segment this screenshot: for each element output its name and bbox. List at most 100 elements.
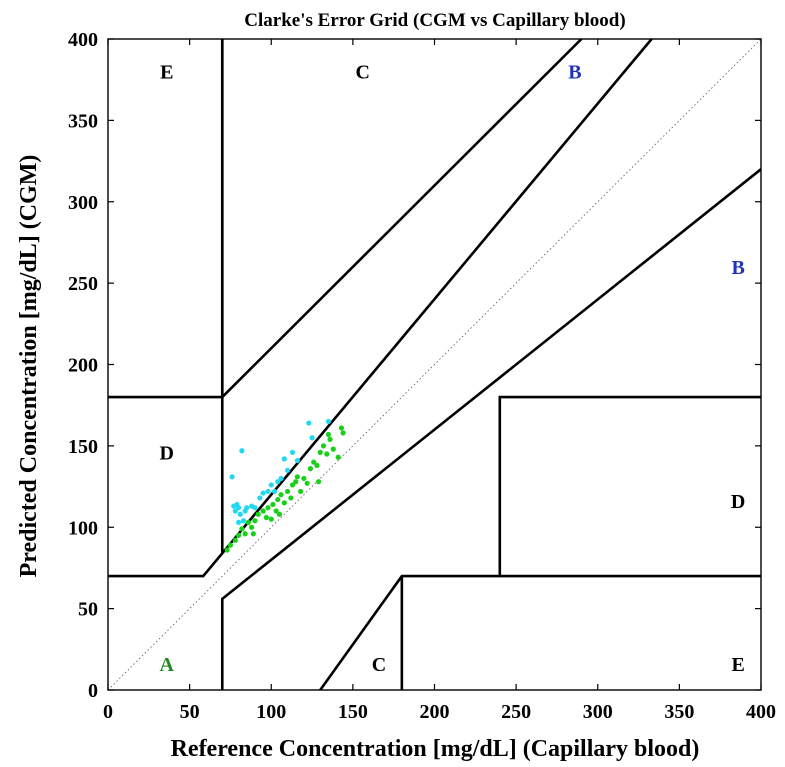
data-point-s2-19 (275, 479, 281, 485)
data-point-s1-31 (311, 459, 317, 465)
data-point-s1-2 (227, 542, 234, 548)
zone-boundary-2 (221, 39, 583, 398)
data-point-s1-9 (250, 531, 256, 537)
data-point-s2-14 (257, 495, 263, 501)
y-tick-label-400: 400 (68, 29, 98, 51)
data-point-s1-19 (276, 511, 283, 517)
data-point-s1-34 (317, 449, 323, 455)
y-tick-label-200: 200 (68, 355, 98, 377)
zone-boundary-8 (498, 395, 761, 577)
y-tick-label-0: 0 (88, 680, 98, 702)
zone-label-c-8: C (372, 654, 386, 676)
data-point-s1-28 (301, 475, 307, 482)
data-point-s1-17 (273, 508, 279, 514)
data-point-s1-22 (284, 488, 291, 495)
data-point-s1-13 (263, 514, 269, 521)
data-point-s1-40 (335, 454, 341, 460)
x-tick-label-50: 50 (180, 701, 200, 723)
x-tick-label-100: 100 (256, 701, 286, 723)
data-point-s1-16 (270, 501, 276, 508)
y-tick-label-50: 50 (78, 599, 98, 621)
x-axis-label: Reference Concentration [mg/dL] (Capilla… (171, 736, 700, 762)
data-point-s1-32 (314, 462, 320, 469)
zone-label-b-4: B (731, 257, 744, 279)
data-point-s2-18 (271, 488, 278, 495)
y-tick-label-100: 100 (68, 517, 98, 539)
data-point-s1-27 (298, 488, 304, 495)
data-point-s2-9 (240, 518, 247, 524)
zone-label-d-6: D (731, 491, 745, 513)
x-tick-label-150: 150 (338, 701, 368, 723)
x-tick-label-0: 0 (103, 701, 113, 723)
zone-boundary-6 (319, 574, 761, 690)
data-point-s1-37 (325, 431, 331, 438)
data-point-s2-23 (289, 449, 296, 455)
data-point-s1-1 (224, 547, 230, 553)
data-point-s1-15 (268, 516, 274, 522)
data-point-s1-6 (242, 531, 248, 537)
y-axis-label: Predicted Concentration [mg/dL] (CGM) (16, 155, 42, 578)
data-point-s1-25 (293, 479, 299, 485)
data-point-s2-5 (236, 505, 242, 511)
data-point-s2-16 (265, 488, 271, 495)
data-point-s1-29 (304, 480, 310, 486)
data-point-s2-6 (236, 519, 242, 525)
x-tick-label-350: 350 (664, 701, 694, 723)
y-tick-label-150: 150 (68, 436, 98, 458)
data-point-s1-20 (278, 492, 284, 498)
data-point-s1-7 (245, 519, 251, 525)
data-point-s1-5 (239, 526, 245, 532)
data-point-s1-35 (320, 443, 327, 449)
data-point-s1-12 (260, 508, 266, 514)
zone-boundary-3 (108, 39, 224, 578)
data-point-s1-39 (330, 446, 336, 452)
data-point-s2-26 (309, 435, 315, 441)
zone-boundary-5 (220, 168, 761, 690)
zone-label-b-3: B (568, 62, 581, 84)
x-tick-label-200: 200 (420, 701, 450, 723)
data-point-s2-21 (281, 456, 287, 462)
data-point-s2-3 (232, 508, 238, 514)
data-point-s2-20 (278, 475, 284, 482)
data-point-s1-3 (232, 537, 238, 543)
data-point-s1-41 (338, 425, 345, 431)
data-point-s2-22 (284, 467, 291, 473)
zone-label-c-2: C (355, 62, 369, 84)
data-point-s1-38 (327, 436, 333, 442)
data-point-s2-8 (239, 448, 245, 454)
data-point-s1-24 (289, 482, 296, 488)
data-point-s1-11 (255, 511, 261, 517)
data-point-s2-25 (306, 420, 312, 426)
y-tick-label-350: 350 (68, 110, 98, 132)
zone-label-a-7: A (160, 654, 175, 676)
data-point-s1-42 (340, 430, 346, 436)
zone-boundary-1 (108, 39, 224, 399)
identity-line (108, 39, 761, 690)
data-point-s1-4 (236, 532, 242, 538)
zone-boundary-4 (221, 39, 653, 555)
data-point-s2-1 (229, 474, 235, 480)
data-point-s2-17 (268, 482, 274, 488)
data-point-s2-11 (244, 505, 250, 511)
y-tick-label-250: 250 (68, 273, 98, 295)
zone-label-e-9: E (731, 654, 744, 676)
data-point-s1-14 (265, 505, 271, 511)
data-point-s1-8 (249, 524, 255, 530)
data-point-s1-30 (307, 466, 314, 472)
data-point-s1-18 (275, 496, 281, 503)
y-tick-label-300: 300 (68, 192, 98, 214)
data-point-s2-27 (325, 418, 331, 425)
data-point-s2-13 (252, 505, 258, 511)
x-tick-label-300: 300 (583, 701, 613, 723)
data-point-s2-24 (294, 457, 300, 464)
x-tick-label-400: 400 (746, 701, 776, 723)
data-point-s1-26 (294, 474, 300, 480)
zone-label-e-1: E (160, 62, 173, 84)
data-point-s1-21 (281, 500, 287, 506)
zone-label-d-5: D (160, 442, 174, 464)
x-tick-label-250: 250 (501, 701, 531, 723)
data-point-s1-10 (252, 518, 258, 524)
data-point-s2-7 (237, 511, 243, 517)
data-point-s2-15 (260, 490, 266, 496)
